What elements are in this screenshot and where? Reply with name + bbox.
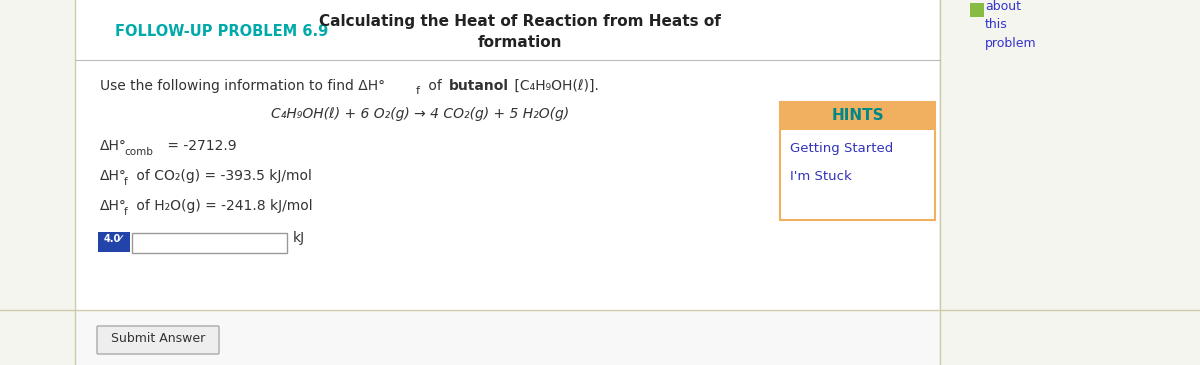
Text: [C₄H₉OH(ℓ)].: [C₄H₉OH(ℓ)]. [510, 79, 599, 93]
Text: about
this
problem: about this problem [985, 0, 1037, 50]
Text: HINTS: HINTS [832, 108, 884, 123]
Text: ΔH°: ΔH° [100, 199, 127, 213]
Bar [76, 0, 940, 60]
Text: f: f [124, 177, 127, 187]
Text: Calculating the Heat of Reaction from Heats of
formation: Calculating the Heat of Reaction from He… [319, 14, 721, 50]
Text: of: of [424, 79, 446, 93]
Text: comb: comb [124, 147, 152, 157]
Text: I'm Stuck: I'm Stuck [790, 170, 852, 183]
Text: 4.0: 4.0 [104, 234, 121, 244]
Bar [76, 0, 940, 310]
Text: of CO₂(g) = -393.5 kJ/mol: of CO₂(g) = -393.5 kJ/mol [132, 169, 312, 183]
Bar [76, 310, 940, 365]
Bar [132, 233, 287, 253]
Text: ΔH°: ΔH° [100, 169, 127, 183]
Text: FOLLOW-UP PROBLEM 6.9: FOLLOW-UP PROBLEM 6.9 [115, 24, 329, 39]
Text: f: f [124, 207, 127, 217]
Text: kJ: kJ [293, 231, 305, 245]
Bar [780, 102, 935, 130]
Bar [780, 102, 935, 220]
FancyBboxPatch shape [97, 326, 220, 354]
Text: Getting Started: Getting Started [790, 142, 893, 155]
Text: ΔH°: ΔH° [100, 139, 127, 153]
Text: f: f [416, 86, 420, 96]
Bar [970, 3, 984, 17]
Text: of H₂O(g) = -241.8 kJ/mol: of H₂O(g) = -241.8 kJ/mol [132, 199, 313, 213]
Text: Use the following information to find ΔH°: Use the following information to find ΔH… [100, 79, 385, 93]
Text: butanol: butanol [449, 79, 509, 93]
Text: C₄H₉OH(ℓ) + 6 O₂(g) → 4 CO₂(g) + 5 H₂O(g): C₄H₉OH(ℓ) + 6 O₂(g) → 4 CO₂(g) + 5 H₂O(g… [271, 107, 569, 121]
Text: Submit Answer: Submit Answer [110, 331, 205, 345]
Text: = -2712.9: = -2712.9 [163, 139, 236, 153]
Text: ✓: ✓ [115, 234, 125, 244]
Bar [98, 232, 130, 252]
